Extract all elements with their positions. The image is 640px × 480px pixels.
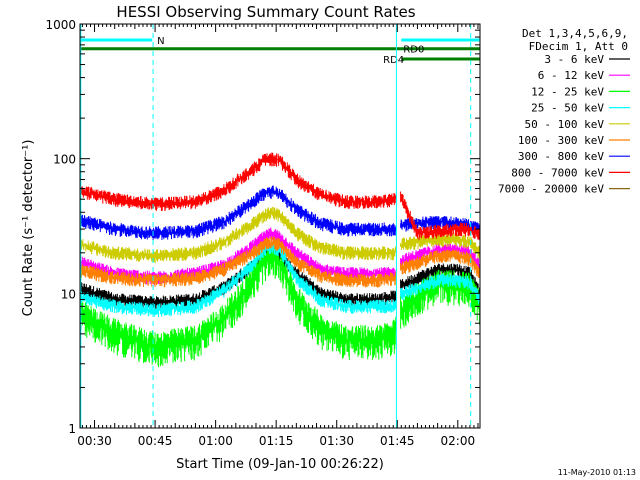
x-tick-label: 01:45 bbox=[380, 434, 415, 448]
y-tick-label: 100 bbox=[53, 153, 76, 167]
x-tick-label: 01:00 bbox=[198, 434, 233, 448]
legend-entry-label: 7000 - 20000 keV bbox=[498, 183, 604, 196]
series-layer bbox=[79, 152, 481, 368]
footer-timestamp: 11-May-2010 01:13 bbox=[558, 468, 636, 477]
legend-header-line: Det 1,3,4,5,6,9, bbox=[522, 27, 628, 40]
legend: Det 1,3,4,5,6,9,FDecim 1, Att 03 - 6 keV… bbox=[498, 27, 630, 196]
y-tick-label: 10 bbox=[61, 287, 76, 301]
y-axis-label: Count Rate (s⁻¹ detector⁻¹) bbox=[21, 140, 36, 317]
legend-entry-label: 800 - 7000 keV bbox=[511, 166, 604, 179]
legend-header-line: FDecim 1, Att 0 bbox=[529, 40, 628, 53]
y-tick-label: 1000 bbox=[45, 18, 76, 32]
x-tick-label: 01:15 bbox=[259, 434, 294, 448]
legend-entry-label: 6 - 12 keV bbox=[538, 69, 605, 82]
x-tick-label: 00:30 bbox=[77, 434, 112, 448]
flag-rd0-label: RD0 bbox=[403, 45, 424, 56]
legend-entry-label: 50 - 100 keV bbox=[525, 118, 605, 131]
chart-title: HESSI Observing Summary Count Rates bbox=[116, 3, 415, 21]
legend-entry-label: 3 - 6 keV bbox=[544, 53, 604, 66]
axis-layer: 1 10 100 1000 00:30 00:45 01:00 01:15 01:30 01:45… bbox=[45, 18, 480, 448]
flag-rd4-label: RD4 bbox=[383, 55, 404, 66]
series-8 bbox=[79, 152, 481, 241]
y-tick-label: 1 bbox=[68, 422, 76, 436]
legend-entry-label: 300 - 800 keV bbox=[518, 150, 604, 163]
x-axis-label: Start Time (09-Jan-10 00:26:22) bbox=[176, 457, 384, 472]
vlines-layer bbox=[80, 24, 472, 428]
x-tick-label: 00:45 bbox=[138, 434, 173, 448]
legend-entry-label: 100 - 300 keV bbox=[518, 134, 604, 147]
legend-entry-label: 12 - 25 keV bbox=[531, 85, 604, 98]
plot-frame bbox=[79, 23, 481, 429]
series-8-trace bbox=[79, 152, 481, 241]
x-tick-label: 02:00 bbox=[441, 434, 476, 448]
flag-n-label: N bbox=[157, 36, 164, 47]
legend-entry-label: 25 - 50 keV bbox=[531, 102, 604, 115]
x-tick-label: 01:30 bbox=[319, 434, 354, 448]
